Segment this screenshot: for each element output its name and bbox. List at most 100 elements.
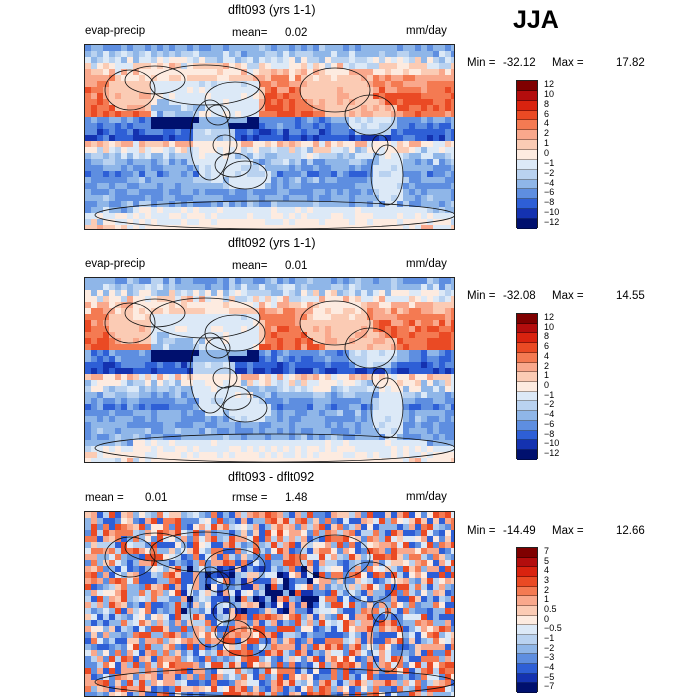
colorbar-tick-label: 2 [544, 128, 550, 139]
colorbar-tick-label: 12 [544, 311, 555, 322]
colorbar-tick-label: −8 [544, 428, 555, 439]
colorbar-tick-label: 8 [544, 331, 550, 342]
colorbar-tick-label: 3 [544, 574, 550, 585]
colorbar-swatch [517, 557, 537, 568]
panel-1-units: mm/day [406, 25, 447, 37]
colorbar-tick-label: −6 [544, 187, 555, 198]
colorbar-tick-label: 10 [544, 88, 555, 99]
panel-2-max-label: Max = [552, 290, 584, 302]
panel-1-title: dflt093 (yrs 1-1) [228, 3, 316, 17]
colorbar-tick-label: −8 [544, 197, 555, 208]
colorbar-tick-label: 5 [544, 555, 550, 566]
colorbar-tick-label: 1 [544, 370, 550, 381]
field-raster [85, 45, 454, 229]
panel-3-rmse-label: rmse = [232, 492, 268, 504]
panel-3-map [84, 511, 455, 697]
colorbar-swatch [517, 596, 537, 606]
colorbar-tick-label: 0.5 [544, 603, 557, 614]
colorbar-tick-label: −1 [544, 157, 555, 168]
coastline-outline [94, 297, 454, 462]
panel-1-mean-label: mean= [232, 27, 268, 39]
colorbar-swatch [517, 314, 537, 324]
panel-2-units: mm/day [406, 258, 447, 270]
colorbar-swatch [517, 352, 537, 363]
panel-1-max-value: 17.82 [616, 57, 645, 69]
colorbar-swatch [517, 150, 537, 160]
colorbar-swatch [517, 333, 537, 344]
colorbar-swatch [517, 625, 537, 635]
panel-2-mean-value: 0.01 [285, 260, 308, 272]
colorbar-swatch [517, 683, 537, 693]
colorbar-tick-label: −4 [544, 661, 555, 672]
colorbar-swatch [517, 209, 537, 220]
colorbar-tick-label: −1 [544, 632, 555, 643]
colorbar-tick-label: 0 [544, 380, 550, 390]
colorbar-tick-label: −10 [544, 207, 560, 218]
panel-3-max-value: 12.66 [616, 525, 645, 537]
colorbar-swatch [517, 586, 537, 597]
colorbar-swatch [517, 450, 537, 460]
colorbar-tick-label: 10 [544, 321, 555, 332]
colorbar-swatch [517, 159, 537, 170]
coastline-outline [94, 531, 454, 696]
colorbar-swatch [517, 169, 537, 180]
colorbar-swatch [517, 654, 537, 664]
colorbar-tick-label: −6 [544, 418, 555, 429]
colorbar-swatch [517, 130, 537, 141]
colorbar-swatch [517, 605, 537, 616]
colorbar-tick-label: 4 [544, 350, 550, 361]
colorbar-tick-label: −3 [544, 652, 555, 663]
colorbar-tick-label: −12 [544, 448, 560, 459]
colorbar-swatch [517, 576, 537, 587]
colorbar-swatch [517, 189, 537, 200]
panel-1-variable-label: evap-precip [85, 25, 146, 37]
panel-2-min-label: Min = [467, 290, 496, 302]
colorbar-swatch [517, 440, 537, 451]
colorbar-tick-label: −10 [544, 438, 560, 449]
panel-3-min-value: -14.49 [503, 525, 536, 537]
panel-2-variable-label: evap-precip [85, 258, 146, 270]
panel-3-title: dflt093 - dflt092 [228, 470, 315, 484]
field-raster [85, 278, 454, 462]
colorbar-tick-label: 0 [544, 148, 550, 158]
panel-1-min-label: Min = [467, 57, 496, 69]
colorbar-swatch [517, 411, 537, 421]
colorbar-swatch [517, 644, 537, 655]
panel-2-map [84, 277, 455, 463]
panel-3-max-label: Max = [552, 525, 584, 537]
colorbar-swatch [517, 634, 537, 645]
colorbar-tick-label: −4 [544, 177, 555, 188]
colorbar-swatch [517, 391, 537, 402]
colorbar-swatch [517, 199, 537, 210]
colorbar-swatch [517, 382, 537, 392]
colorbar-swatch [517, 548, 537, 558]
colorbar-swatch [517, 110, 537, 121]
colorbar-tick-label: −2 [544, 642, 555, 653]
panel-1-max-label: Max = [552, 57, 584, 69]
colorbar-tick-label: −1 [544, 389, 555, 400]
coastline-outline [94, 64, 454, 229]
panel-3-mean-label: mean = [85, 492, 124, 504]
colorbar-tick-label: 4 [544, 118, 550, 129]
panel-1-map [84, 44, 455, 230]
colorbar-swatch [517, 401, 537, 412]
colorbar-tick-label: −0.5 [544, 623, 562, 634]
colorbar-swatch [517, 179, 537, 190]
colorbar-tick-label: −12 [544, 217, 560, 228]
colorbar-tick-label: −7 [544, 681, 555, 692]
colorbar-tick-label: 0 [544, 613, 550, 624]
colorbar-swatch [517, 567, 537, 577]
colorbar-tick-label: 2 [544, 360, 550, 371]
colorbar-swatch [517, 615, 537, 626]
colorbar-tick-label: 7 [544, 545, 550, 556]
colorbar-tick-label: −2 [544, 167, 555, 178]
colorbar-swatch [517, 90, 537, 101]
colorbar-swatch [517, 140, 537, 151]
panel-3-rmse-value: 1.48 [285, 492, 308, 504]
panel-3-colorbar [516, 547, 538, 693]
colorbar-swatch [517, 673, 537, 684]
panel-3-units: mm/day [406, 491, 447, 503]
colorbar-tick-label: 2 [544, 584, 550, 595]
colorbar-swatch [517, 323, 537, 334]
field-raster [85, 512, 454, 696]
